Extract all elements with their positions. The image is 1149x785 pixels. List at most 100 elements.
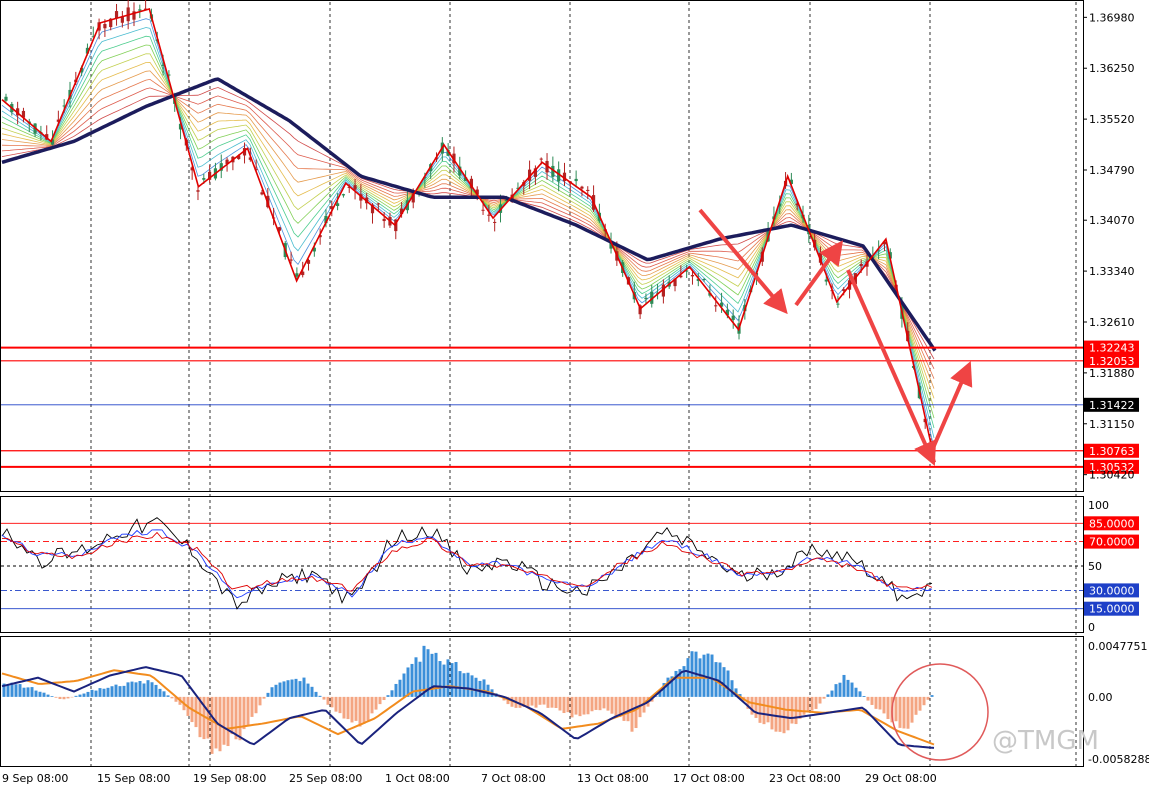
candle-body bbox=[144, 8, 148, 10]
level-label: 1.30532 bbox=[1089, 461, 1135, 474]
macd-histogram-bar bbox=[6, 684, 10, 697]
macd-histogram-bar bbox=[678, 669, 682, 697]
macd-histogram-bar bbox=[26, 687, 30, 697]
candle-body bbox=[731, 315, 735, 320]
macd-histogram-bar bbox=[146, 680, 150, 697]
macd-histogram-bar bbox=[830, 690, 834, 697]
macd-histogram-bar bbox=[838, 682, 842, 697]
macd-histogram-bar bbox=[930, 695, 934, 697]
candle-body bbox=[167, 74, 171, 76]
macd-histogram-bar bbox=[286, 680, 290, 697]
macd-histogram-bar bbox=[834, 684, 838, 697]
macd-histogram-bar bbox=[338, 696, 342, 714]
macd-histogram-bar bbox=[578, 696, 582, 717]
candle-body bbox=[533, 168, 538, 177]
macd-histogram-bar bbox=[130, 681, 134, 697]
macd-histogram-bar bbox=[110, 686, 114, 697]
stoch-tick-label: 15.0000 bbox=[1089, 603, 1135, 616]
macd-histogram-bar bbox=[750, 696, 754, 715]
zigzag-polyline bbox=[1, 7, 936, 463]
macd-histogram-bar bbox=[70, 696, 74, 698]
candle-body bbox=[56, 119, 60, 122]
time-tick-label: 23 Oct 08:00 bbox=[769, 772, 841, 785]
stochastic-panel: 100 85.0000 70.0000 50 30.0000 15.0000 0 bbox=[1, 499, 1139, 634]
macd-histogram-bar bbox=[346, 696, 350, 720]
time-tick-label: 25 Sep 08:00 bbox=[289, 772, 362, 785]
stoch-level-box bbox=[1084, 534, 1139, 549]
time-axis: 9 Sep 08:00 15 Sep 08:00 19 Sep 08:00 25 Se… bbox=[2, 772, 937, 785]
macd-histogram-bar bbox=[534, 696, 538, 708]
macd-histogram-bar bbox=[290, 679, 294, 697]
level-label: 1.30763 bbox=[1089, 445, 1135, 458]
macd-histogram-bar bbox=[754, 696, 758, 718]
candle-body bbox=[376, 203, 380, 205]
level-box bbox=[1084, 443, 1139, 458]
macd-histogram-bar bbox=[586, 696, 590, 715]
macd-histogram-bar bbox=[34, 690, 38, 697]
macd-histogram-bar bbox=[562, 696, 566, 714]
macd-histogram-bar bbox=[866, 696, 870, 701]
macd-panel-frame bbox=[0, 636, 1084, 767]
stoch-tick-label: 30.0000 bbox=[1089, 584, 1135, 597]
macd-histogram-bar bbox=[98, 688, 102, 697]
candle-body bbox=[219, 163, 223, 171]
ma-ribbon-line bbox=[1, 78, 935, 379]
candle-body bbox=[91, 36, 95, 38]
candle-body bbox=[795, 203, 799, 206]
level-box bbox=[1084, 340, 1139, 355]
candle-body bbox=[527, 169, 532, 181]
candle-body bbox=[836, 303, 840, 305]
watermark: @TMGM bbox=[992, 726, 1099, 756]
macd-histogram-bar bbox=[882, 696, 886, 714]
macd-histogram-bar bbox=[782, 696, 786, 734]
macd-histogram-bar bbox=[858, 691, 862, 697]
stochastic-panel-frame bbox=[0, 496, 1084, 633]
candle-body bbox=[103, 24, 107, 29]
candle-body bbox=[161, 64, 165, 66]
macd-histogram-bar bbox=[598, 696, 602, 711]
candle-body bbox=[178, 123, 183, 130]
price-tick-label: 1.34790 bbox=[1089, 164, 1135, 177]
candle-body bbox=[679, 275, 683, 278]
stoch-line bbox=[1, 531, 933, 592]
macd-histogram-bar bbox=[210, 696, 214, 754]
macd-histogram-bar bbox=[922, 696, 926, 706]
candle-body bbox=[196, 190, 200, 192]
macd-histogram-bar bbox=[90, 689, 94, 697]
macd-histogram-bar bbox=[402, 673, 406, 697]
candle-body bbox=[877, 250, 881, 252]
macd-histogram-bar bbox=[270, 687, 274, 697]
candle-body bbox=[650, 291, 654, 304]
macd-histogram-bar bbox=[906, 696, 910, 729]
macd-histogram-bar bbox=[262, 696, 266, 699]
ma-ribbon bbox=[1, 18, 935, 448]
candle-body bbox=[539, 158, 543, 160]
macd-histogram-bar bbox=[510, 696, 514, 707]
macd-histogram-bar bbox=[14, 684, 18, 697]
candle-body bbox=[202, 178, 206, 180]
macd-histogram-bar bbox=[322, 696, 326, 700]
ma-ribbon-line bbox=[1, 70, 935, 389]
candle-body bbox=[208, 171, 212, 180]
candle-body bbox=[702, 279, 706, 281]
macd-histogram-bar bbox=[374, 696, 378, 710]
macd-histogram-bar bbox=[150, 682, 154, 697]
candle-body bbox=[685, 270, 689, 272]
macd-histogram-bar bbox=[302, 677, 306, 697]
stoch-tick-label: 70.0000 bbox=[1089, 536, 1135, 549]
slow-moving-average bbox=[1, 77, 937, 352]
macd-histogram-bar bbox=[446, 659, 450, 697]
macd-histogram-bar bbox=[442, 664, 446, 697]
macd-histogram-bar bbox=[918, 696, 922, 711]
ma-ribbon-line bbox=[1, 53, 935, 409]
macd-histogram-bar bbox=[454, 662, 458, 697]
candle-body bbox=[132, 11, 136, 20]
macd-histogram-bar bbox=[630, 696, 634, 732]
candle-body bbox=[324, 215, 328, 224]
macd-histogram-bar bbox=[546, 696, 550, 708]
macd-histogram-bar bbox=[122, 685, 126, 697]
forecast-arrows bbox=[698, 208, 973, 466]
macd-histogram-bar bbox=[870, 696, 874, 705]
macd-histogram-bar bbox=[126, 682, 130, 697]
macd-histogram-bar bbox=[354, 696, 358, 721]
